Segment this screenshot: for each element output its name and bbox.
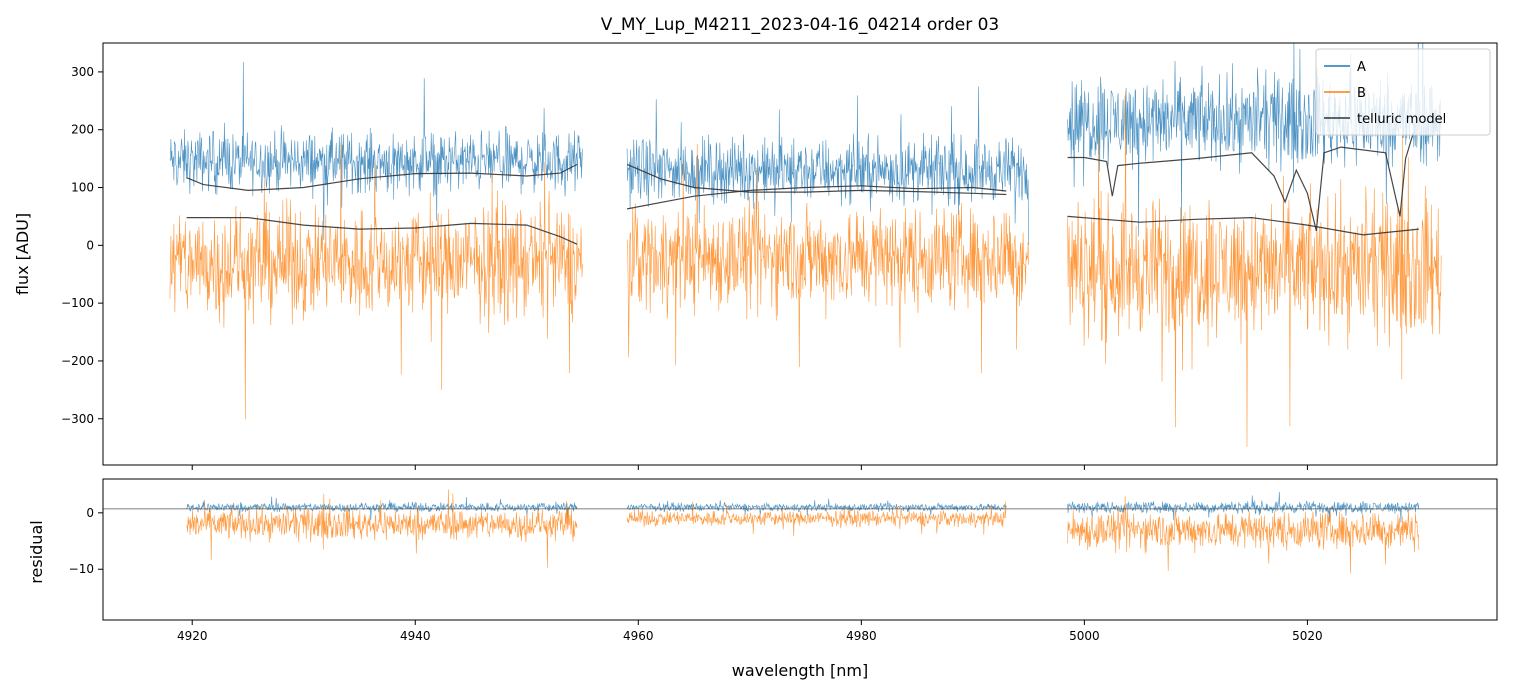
flux-axes: 300 200 100 0 −100 −200 −300 — [61, 42, 1498, 470]
x-tick-label: 5020 — [1292, 629, 1323, 643]
x-axis-label: wavelength [nm] — [732, 661, 869, 680]
chart-title: V_MY_Lup_M4211_2023-04-16_04214 order 03 — [601, 15, 1000, 35]
series-a-segment-2 — [626, 86, 1029, 245]
series-b-segment-3 — [1067, 496, 1420, 574]
legend-label-b: B — [1357, 86, 1366, 101]
flux-y-tick-label: 300 — [71, 65, 94, 79]
series-b-segment-2 — [626, 501, 1007, 537]
flux-y-tick-label: 200 — [71, 123, 94, 137]
series-b-segment-2 — [626, 144, 1029, 374]
series-telluric-model-b--segment-1 — [186, 217, 578, 245]
flux-y-tick-label: 100 — [71, 181, 94, 195]
x-tick-label: 4980 — [846, 629, 877, 643]
series-telluric-model-b--segment-3 — [1067, 215, 1419, 236]
flux-y-tick-label: 0 — [86, 238, 94, 252]
legend-label-a: A — [1357, 60, 1366, 75]
residual-y-tick-label: 0 — [86, 506, 94, 520]
series-telluric-model-a--segment-3 — [1067, 132, 1414, 232]
series-b-segment-1 — [169, 142, 583, 420]
x-tick-label: 5000 — [1069, 629, 1100, 643]
series-telluric-model-a--segment-2 — [626, 163, 1007, 196]
flux-y-tick-label: −100 — [61, 296, 94, 310]
series-b-segment-1 — [186, 489, 578, 568]
legend-label-telluric-model: telluric model — [1357, 112, 1446, 127]
y-axis-label-residual: residual — [27, 520, 46, 583]
flux-y-tick-label: −300 — [61, 412, 94, 426]
flux-plot-area — [169, 43, 1442, 447]
series-a-segment-1 — [169, 61, 583, 240]
x-tick-label: 4960 — [623, 629, 654, 643]
series-a-segment-2 — [626, 498, 1007, 516]
residual-axes: 4920 4940 4960 4980 5000 5020 0 −10 — [69, 478, 1498, 643]
x-tick-label: 4940 — [400, 629, 431, 643]
residual-y-tick-label: −10 — [69, 562, 94, 576]
flux-axes-frame — [102, 42, 1498, 466]
series-telluric-model-b--segment-2 — [626, 185, 1007, 210]
series-b-segment-3 — [1067, 90, 1442, 447]
y-axis-label-flux: flux [ADU] — [13, 213, 32, 295]
legend-box — [1315, 48, 1491, 136]
x-tick-label: 4920 — [177, 629, 208, 643]
series-a-segment-3 — [1067, 491, 1420, 523]
residual-axes-frame — [102, 478, 1498, 621]
residual-plot-area — [103, 489, 1497, 574]
series-telluric-model-a--segment-1 — [186, 163, 578, 192]
flux-y-tick-label: −200 — [61, 354, 94, 368]
